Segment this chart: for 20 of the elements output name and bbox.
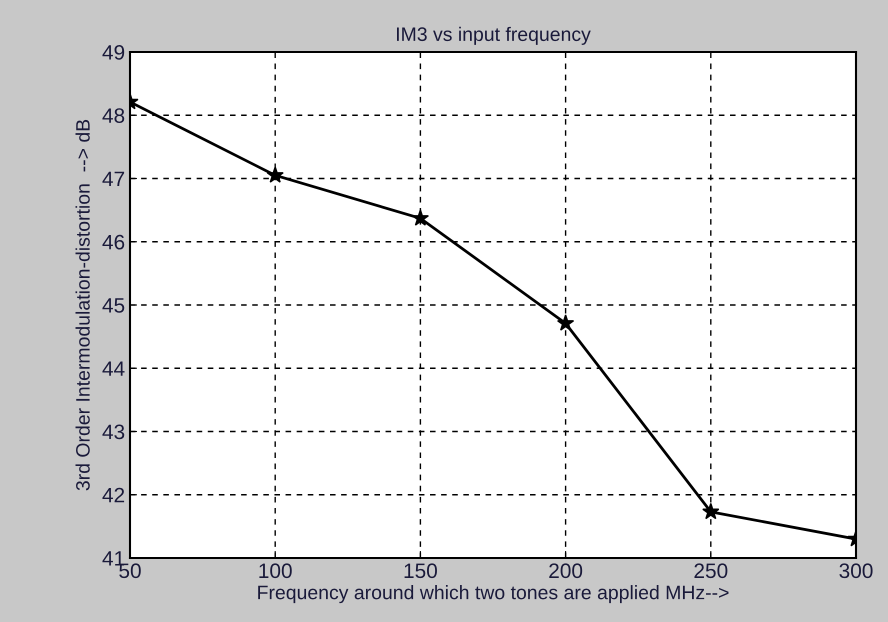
y-tick-label: 48 <box>102 108 124 124</box>
y-tick-label: 45 <box>102 298 124 313</box>
y-tick-label: 42 <box>102 488 124 502</box>
y-tick-label: 47 <box>102 172 124 186</box>
y-tick-label: 49 <box>102 45 124 60</box>
x-tick-label: 300 <box>839 563 873 578</box>
y-tick-label: 43 <box>102 424 124 440</box>
x-tick-label: 150 <box>404 563 437 578</box>
x-tick-label: 100 <box>259 563 292 578</box>
x-axis-title: Frequency around which two tones are applied MHz--> <box>258 585 728 604</box>
y-tick-label: 46 <box>102 234 124 250</box>
y-axis-title: 3rd Order Intermodulation-distortion --> dB <box>76 120 90 490</box>
y-tick-label: 41 <box>102 551 124 566</box>
x-tick-label: 250 <box>694 563 728 578</box>
point <box>556 314 574 331</box>
x-tick-label: 50 <box>119 563 141 578</box>
point <box>412 209 430 226</box>
x-tick-label: 200 <box>549 563 582 578</box>
chart-title: IM3 vs input frequency <box>396 26 591 45</box>
y-tick-label: 44 <box>102 361 125 376</box>
